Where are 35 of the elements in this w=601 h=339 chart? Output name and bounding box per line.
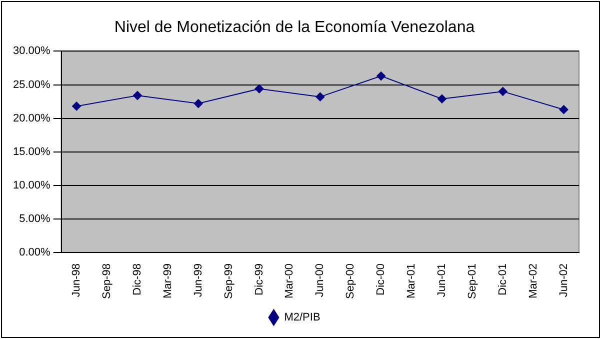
point <box>498 86 508 96</box>
y-tick-label: 30.00% <box>12 45 51 58</box>
y-tick-label: 5.00% <box>19 213 51 226</box>
point <box>254 84 264 94</box>
point <box>559 105 568 114</box>
x-tick-label: Sep-99 <box>222 264 235 300</box>
y-tick-label: 25.00% <box>12 78 51 91</box>
legend-label: M2/PIB <box>284 312 320 324</box>
point <box>194 99 203 108</box>
x-tick-label: Jun-02 <box>558 264 570 298</box>
x-tick-label: Jun-01 <box>436 264 448 298</box>
chart-title: Nivel de Monetización de la Economía Venezolana <box>114 19 475 36</box>
x-tick-label: Mar-02 <box>527 264 540 298</box>
x-tick-label: Sep-98 <box>101 264 114 300</box>
x-tick-label: Sep-01 <box>466 264 478 300</box>
x-tick-label: Dic-01 <box>496 264 509 296</box>
point <box>376 72 386 81</box>
y-tick-label: 20.00% <box>12 112 51 124</box>
y-tick-label: 0.00% <box>19 246 51 259</box>
x-tick-label: Mar-99 <box>162 264 174 298</box>
point <box>72 102 82 111</box>
y-tick-label: 15.00% <box>12 146 51 158</box>
x-tick-label: Mar-01 <box>406 264 418 298</box>
point <box>132 90 142 100</box>
x-tick-label: Jun-99 <box>192 264 204 298</box>
x-tick-label: Dic-99 <box>253 264 266 296</box>
x-tick-label: Jun-00 <box>314 264 326 298</box>
point <box>316 92 325 102</box>
x-tick-label: Dic-00 <box>375 264 388 296</box>
point <box>437 94 446 104</box>
x-tick-label: Sep-00 <box>344 264 357 300</box>
x-tick-label: Mar-00 <box>284 264 296 298</box>
x-tick-label: Jun-98 <box>70 264 83 298</box>
x-tick-label: Dic-98 <box>131 264 144 296</box>
y-tick-label: 10.00% <box>12 179 51 192</box>
